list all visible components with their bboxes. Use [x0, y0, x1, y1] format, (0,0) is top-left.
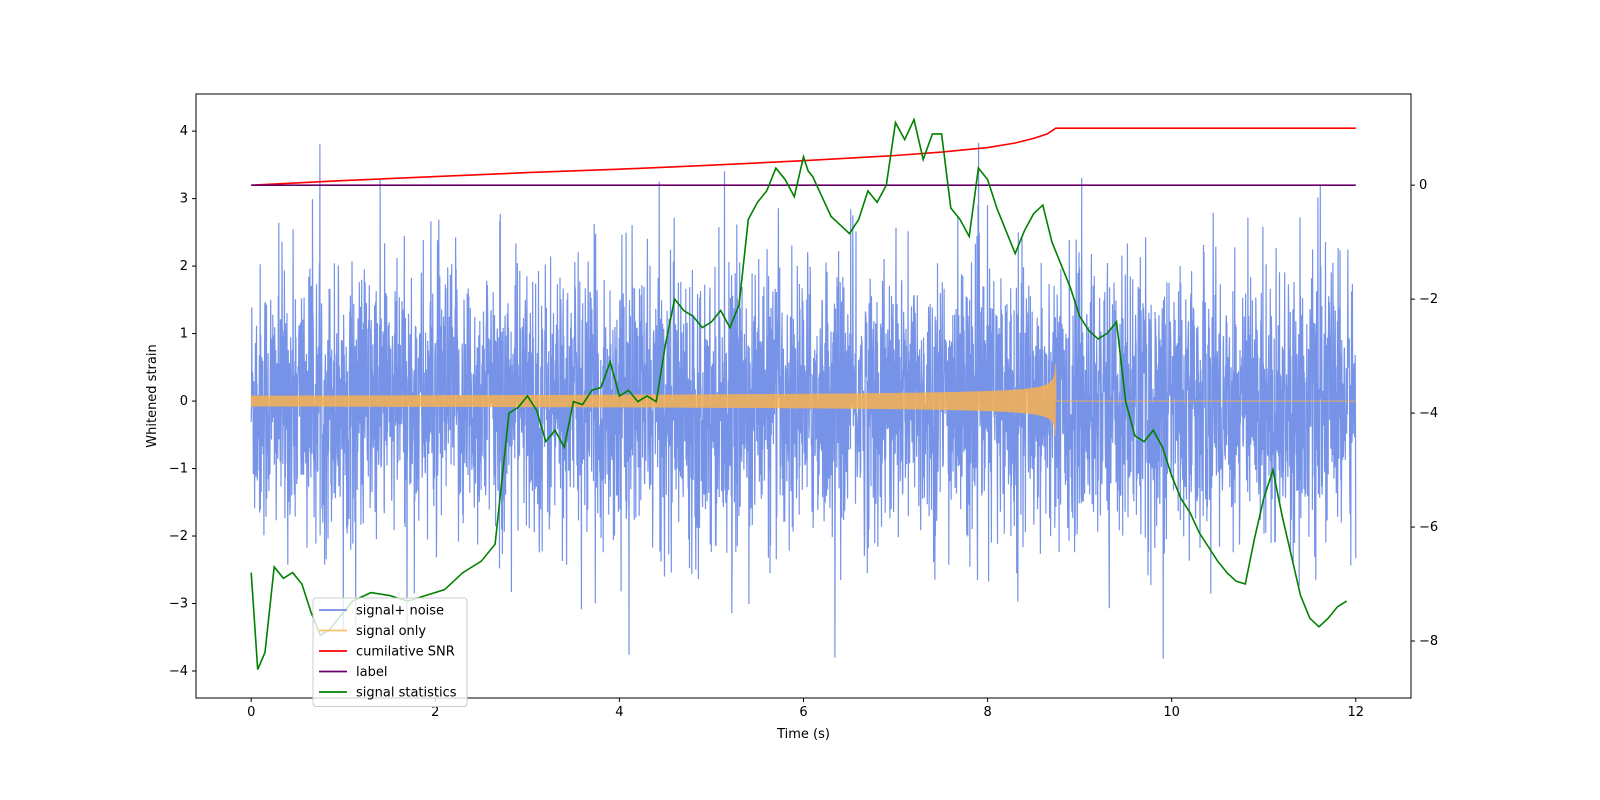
- y-tick-label: 1: [180, 327, 188, 342]
- y2-tick-label: 0: [1419, 178, 1427, 193]
- y-tick-label: −1: [169, 462, 188, 477]
- x-tick-label: 12: [1347, 705, 1364, 720]
- y-tick-label: 3: [180, 192, 188, 207]
- x-tick-label: 0: [247, 705, 255, 720]
- y-tick-label: −4: [169, 664, 188, 679]
- legend-entry-label: signal+ noise: [356, 604, 444, 619]
- legend-entry-label: signal statistics: [356, 686, 457, 701]
- x-tick-label: 10: [1163, 705, 1180, 720]
- legend: signal+ noise signal only cumilative SNR la…: [312, 597, 468, 707]
- plot-area: [250, 117, 1357, 670]
- y-axis-label: Whitened strain: [145, 344, 160, 447]
- legend-entry-label: cumilative SNR: [356, 645, 455, 660]
- legend-entry-label: label: [356, 665, 387, 680]
- x-tick-label: 8: [983, 705, 991, 720]
- x-axis-label: Time (s): [776, 727, 830, 742]
- y-axis-left: −4 −3 −2 −1 0 1 2 3 4: [169, 124, 196, 679]
- y2-tick-label: −4: [1419, 406, 1438, 421]
- x-tick-label: 4: [615, 705, 623, 720]
- y2-tick-label: −8: [1419, 634, 1438, 649]
- series-signal-noise-line: [250, 142, 1357, 659]
- series-signal-only-line: [250, 363, 1356, 437]
- y2-tick-label: −2: [1419, 292, 1438, 307]
- series-signal-statistics-line: [250, 117, 1348, 670]
- y-tick-label: 4: [180, 124, 188, 139]
- series-cumulative-snr-line: [251, 127, 1356, 186]
- y-tick-label: 0: [180, 394, 188, 409]
- x-tick-label: 6: [799, 705, 807, 720]
- legend-box: [312, 597, 468, 707]
- y-tick-label: −2: [169, 529, 188, 544]
- legend-entry-label: signal only: [356, 624, 426, 639]
- y-axis-right: −8 −6 −4 −2 0: [1411, 178, 1438, 649]
- y2-tick-label: −6: [1419, 520, 1438, 535]
- y-tick-label: −3: [169, 597, 188, 612]
- x-tick-label: 2: [431, 705, 439, 720]
- y-tick-label: 2: [180, 259, 188, 274]
